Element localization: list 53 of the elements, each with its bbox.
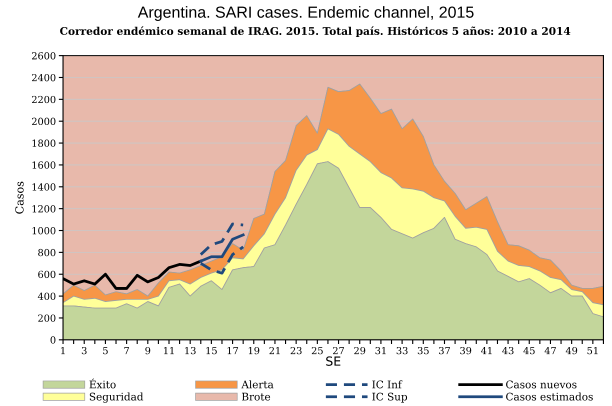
legend-label: Seguridad <box>90 392 144 403</box>
y-tick-label: 1200 <box>32 205 56 212</box>
x-tick-label: 11 <box>164 346 174 354</box>
y-tick-label: 800 <box>38 248 56 256</box>
y-tick-label: 1600 <box>32 161 56 169</box>
legend-label: Alerta <box>241 380 274 388</box>
x-tick-label: 17 <box>228 346 238 354</box>
x-tick-label: 9 <box>145 346 150 354</box>
x-tick-label: 43 <box>502 346 514 354</box>
x-tick-label: 13 <box>185 346 196 354</box>
chart-title: Argentina. SARI cases. Endemic channel, 2015 <box>138 6 474 21</box>
y-tick-label: 1400 <box>32 183 56 191</box>
legend-label: Brote <box>242 392 270 401</box>
x-axis-title: SE <box>326 356 340 366</box>
x-tick-label: 19 <box>248 346 260 354</box>
legend-label: IC Inf <box>372 380 402 388</box>
x-tick-label: 3 <box>82 346 87 354</box>
x-tick-label: 1 <box>61 346 65 354</box>
y-tick-label: 0 <box>50 336 56 344</box>
x-tick-label: 45 <box>523 346 535 354</box>
x-tick-label: 21 <box>269 346 280 354</box>
x-tick-label: 31 <box>375 346 386 354</box>
x-tick-label: 29 <box>354 346 366 354</box>
x-tick-label: 47 <box>544 346 556 354</box>
y-tick-label: 200 <box>38 314 56 322</box>
legend-label: Casos estimados <box>506 392 593 401</box>
legend-label: Casos nuevos <box>506 380 577 388</box>
x-tick-label: 5 <box>103 347 108 354</box>
x-tick-label: 23 <box>290 346 302 354</box>
y-tick-label: 2200 <box>32 96 56 104</box>
x-tick-label: 41 <box>480 346 492 354</box>
y-axis-title: Casos <box>15 182 24 214</box>
y-tick-label: 2000 <box>32 118 56 126</box>
y-tick-label: 1800 <box>32 140 56 147</box>
line-series <box>199 222 245 256</box>
legend-label: Éxito <box>90 378 116 388</box>
x-tick-label: 49 <box>566 346 578 354</box>
legend-label: IC Sup <box>372 392 408 403</box>
x-tick-label: 37 <box>439 346 450 354</box>
y-tick-label: 600 <box>38 270 56 278</box>
y-tick-label: 2600 <box>32 52 56 60</box>
y-tick-label: 1000 <box>32 226 56 234</box>
x-tick-label: 15 <box>206 346 217 354</box>
x-tick-label: 27 <box>333 346 344 354</box>
x-tick-label: 39 <box>460 346 472 354</box>
x-tick-label: 35 <box>418 346 429 354</box>
x-tick-label: 25 <box>312 346 323 354</box>
chart-subtitle: Corredor endémico semanal de IRAG. 2015. Total país. Históricos 5 años: 2010 a 2014 <box>60 26 570 38</box>
x-tick-label: 33 <box>396 346 408 354</box>
x-tick-label: 51 <box>587 346 598 354</box>
y-tick-label: 400 <box>38 292 56 300</box>
y-tick-label: 2400 <box>32 74 56 82</box>
x-tick-label: 7 <box>124 347 129 354</box>
